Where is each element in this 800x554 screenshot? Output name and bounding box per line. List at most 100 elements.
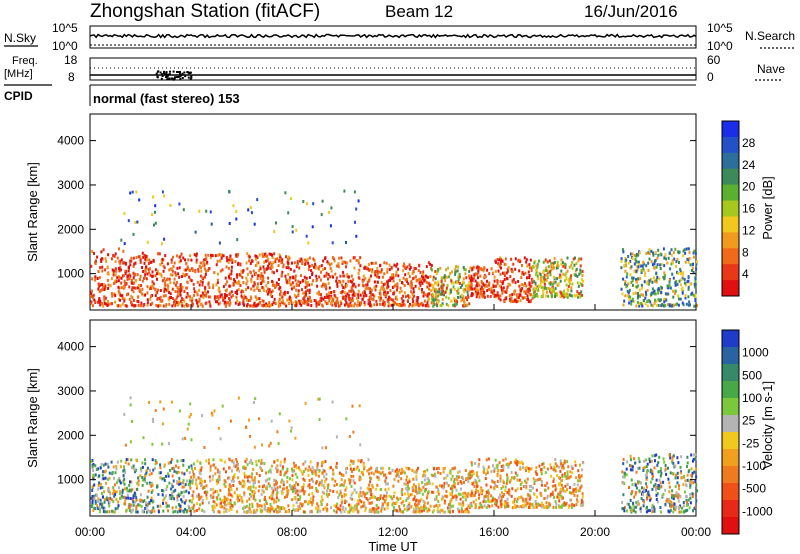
echo-cell <box>135 468 138 472</box>
echo-cell <box>303 301 306 305</box>
echo-cell <box>436 304 439 308</box>
echo-cell <box>336 282 339 286</box>
echo-cell <box>673 257 676 261</box>
echo-cell <box>480 292 483 296</box>
echo-cell <box>127 292 130 296</box>
echo-cell <box>238 302 241 306</box>
echo-cell <box>458 470 461 474</box>
echo-cell <box>422 272 424 276</box>
echo-cell <box>481 505 484 509</box>
echo-cell <box>431 298 434 302</box>
echo-cell <box>223 482 226 486</box>
echo-cell <box>213 271 216 275</box>
echo-cell <box>522 485 525 489</box>
echo-cell <box>219 269 222 273</box>
echo-cell <box>333 290 336 293</box>
echo-cell <box>331 241 334 245</box>
echo-cell <box>407 507 410 511</box>
echo-cell <box>579 295 582 299</box>
echo-cell <box>324 267 326 270</box>
echo-cell <box>274 286 277 289</box>
echo-cell <box>150 496 153 500</box>
echo-cell <box>315 481 318 485</box>
echo-cell <box>327 210 330 214</box>
echo-cell <box>299 302 302 306</box>
echo-cell <box>326 503 329 507</box>
echo-cell <box>363 502 366 506</box>
echo-cell <box>347 279 350 283</box>
echo-cell <box>474 462 477 465</box>
echo-cell <box>249 485 252 489</box>
echo-cell <box>657 291 660 295</box>
echo-cell <box>570 274 573 278</box>
echo-cell <box>280 300 283 304</box>
echo-cell <box>392 276 395 279</box>
echo-cell <box>652 304 655 308</box>
echo-cell <box>520 505 523 509</box>
echo-cell <box>257 274 260 278</box>
echo-cell <box>255 255 258 258</box>
echo-cell <box>406 481 409 485</box>
echo-cell <box>579 479 582 483</box>
echo-cell <box>121 302 124 306</box>
echo-cell <box>224 289 227 293</box>
freq-dot <box>165 71 168 74</box>
echo-cell <box>509 283 512 287</box>
echo-cell <box>223 502 226 506</box>
echo-cell <box>458 272 461 276</box>
echo-cell <box>487 503 490 507</box>
echo-cell <box>304 510 307 514</box>
echo-cell <box>135 510 137 514</box>
echo-cell <box>223 497 226 501</box>
echo-cell <box>412 507 415 511</box>
echo-cell <box>679 269 682 273</box>
echo-cell <box>437 500 440 503</box>
echo-cell <box>540 483 543 487</box>
echo-cell <box>309 460 312 464</box>
echo-cell <box>360 505 363 509</box>
echo-cell <box>525 258 528 262</box>
echo-cell <box>425 265 428 269</box>
echo-cell <box>271 289 274 293</box>
echo-cell <box>370 496 373 500</box>
echo-cell <box>185 302 188 306</box>
echo-cell <box>680 283 682 287</box>
echo-cell <box>426 477 429 481</box>
echo-cell <box>184 258 186 262</box>
echo-cell <box>561 475 564 479</box>
echo-cell <box>442 283 445 287</box>
echo-cell <box>169 468 172 472</box>
echo-cell <box>440 497 443 501</box>
echo-cell <box>248 259 251 263</box>
echo-cell <box>123 212 126 216</box>
echo-cell <box>669 267 672 271</box>
echo-cell <box>276 269 278 273</box>
echo-cell <box>310 509 313 513</box>
echo-cell <box>370 274 373 278</box>
echo-cell <box>678 250 681 254</box>
y-tick-label: 2000 <box>57 222 84 236</box>
echo-cell <box>292 504 295 508</box>
echo-cell <box>450 492 453 496</box>
echo-cell <box>647 268 650 272</box>
echo-cell <box>267 276 270 280</box>
echo-cell <box>101 473 104 477</box>
echo-cell <box>368 298 371 302</box>
echo-cell <box>483 497 486 501</box>
echo-cell <box>188 499 191 503</box>
echo-cell <box>526 264 529 268</box>
echo-cell <box>580 474 583 478</box>
echo-cell <box>314 262 317 266</box>
echo-cell <box>460 487 462 491</box>
echo-cell <box>553 289 555 293</box>
echo-cell <box>114 273 117 277</box>
echo-cell <box>286 486 288 490</box>
echo-cell <box>198 299 201 303</box>
echo-cell <box>165 505 168 509</box>
echo-cell <box>571 260 574 264</box>
echo-cell <box>285 277 287 281</box>
echo-cell <box>444 279 447 283</box>
echo-cell <box>321 461 323 465</box>
echo-cell <box>429 504 432 508</box>
